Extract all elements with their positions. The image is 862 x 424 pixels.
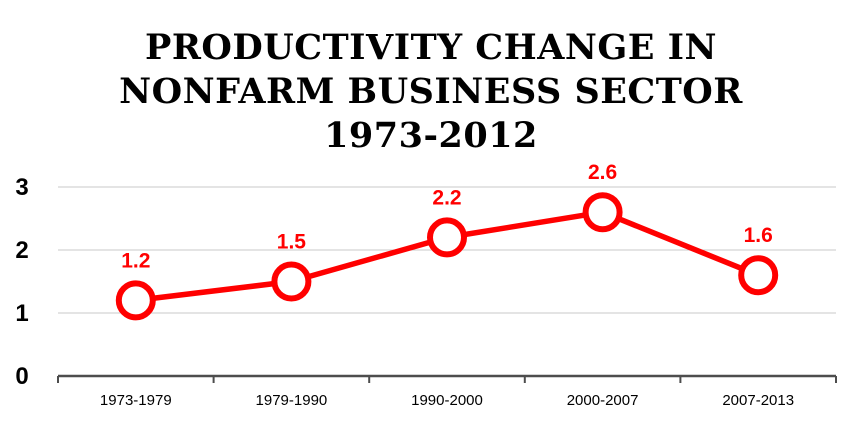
x-tick-label-1990-2000: 1990-2000 bbox=[411, 392, 483, 409]
data-label-2007-2013: 1.6 bbox=[744, 224, 773, 247]
data-point-2007-2013 bbox=[738, 255, 779, 296]
y-tick-label-0: 0 bbox=[15, 363, 28, 390]
data-label-1979-1990: 1.5 bbox=[277, 231, 307, 254]
x-tick-label-1973-1979: 1973-1979 bbox=[100, 392, 172, 409]
chart-title-line-1: PRODUCTIVITY CHANGE IN bbox=[145, 27, 717, 68]
y-axis-ticks: 0 1 2 3 bbox=[15, 174, 28, 390]
x-axis: 1973-1979 1979-1990 1990-2000 2000-2007 2007… bbox=[57, 374, 837, 409]
series-line-group bbox=[115, 192, 779, 321]
x-tick-label-1979-1990: 1979-1990 bbox=[256, 392, 328, 409]
data-label-1973-1979: 1.2 bbox=[121, 249, 150, 272]
data-point-2000-2007 bbox=[582, 192, 623, 233]
data-labels: 1.2 1.5 2.2 2.6 1.6 bbox=[121, 161, 773, 272]
y-tick-label-1: 1 bbox=[15, 300, 28, 327]
y-tick-label-3: 3 bbox=[15, 174, 28, 201]
chart-title: PRODUCTIVITY CHANGE IN NONFARM BUSINESS … bbox=[0, 26, 862, 158]
y-tick-label-2: 2 bbox=[15, 237, 28, 264]
data-label-2000-2007: 2.6 bbox=[588, 161, 617, 184]
chart-title-line-3: 1973-2012 bbox=[324, 115, 538, 156]
x-tick-label-2007-2013: 2007-2013 bbox=[722, 392, 794, 409]
data-point-1979-1990 bbox=[271, 261, 312, 302]
data-label-1990-2000: 2.2 bbox=[432, 186, 461, 209]
data-point-1990-2000 bbox=[427, 217, 467, 258]
x-tick-label-2000-2007: 2000-2007 bbox=[567, 392, 639, 409]
data-point-1973-1979 bbox=[115, 280, 156, 321]
chart-title-line-2: NONFARM BUSINESS SECTOR bbox=[119, 71, 743, 112]
